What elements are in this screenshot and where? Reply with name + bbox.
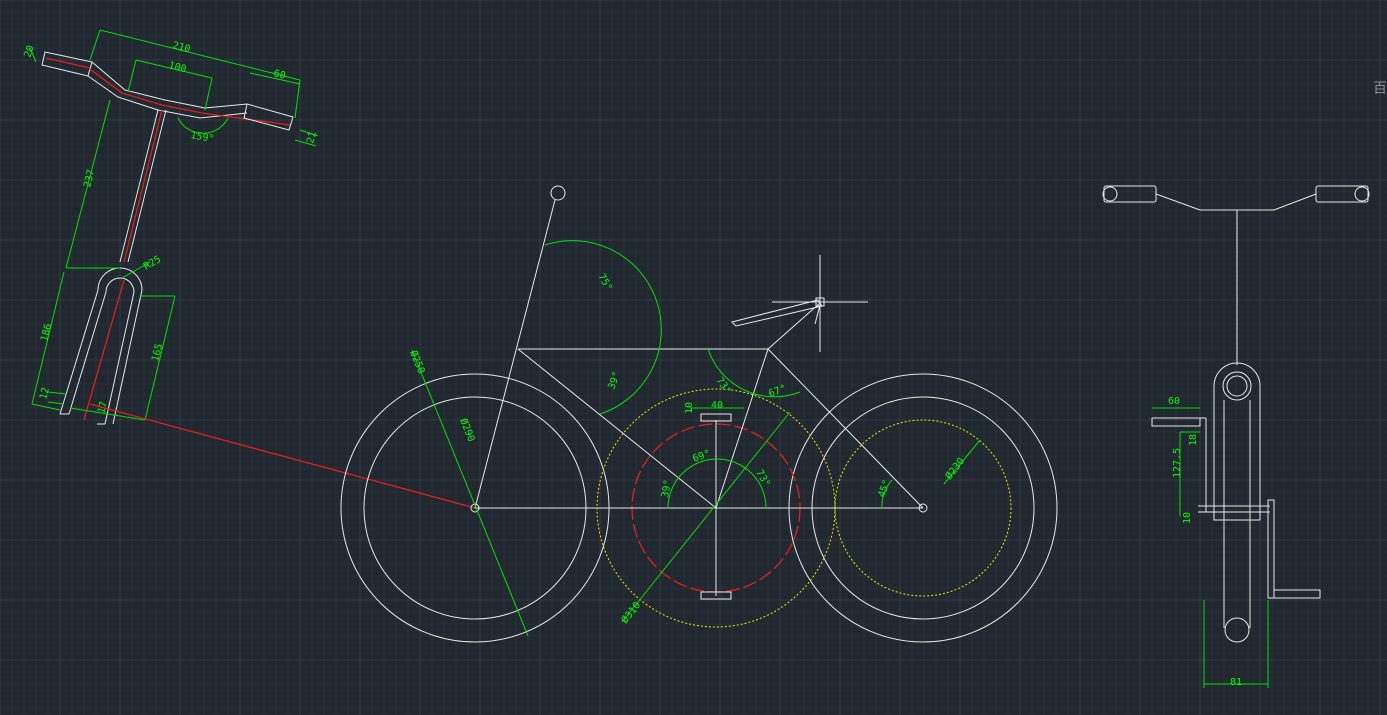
front-dim-18: 18	[1188, 434, 1199, 446]
front-dim-60: 60	[1168, 396, 1180, 407]
dim-237: 237	[82, 169, 97, 189]
dim-73-angle-top: 73°	[714, 375, 733, 396]
handlebar-fork-detail[interactable]: 210 100 60 20 21 159° 237 R25 186 165 12…	[22, 29, 319, 425]
cursor-pickbox	[815, 297, 825, 307]
dim-40: 40	[711, 400, 723, 411]
dim-r25: R25	[142, 254, 163, 273]
dim-d310: Ø310	[619, 599, 643, 625]
bicycle-front-view[interactable]: 60 18 127.5 10 81	[1102, 185, 1370, 688]
dim-39-angle-left: 39°	[660, 479, 674, 499]
viewcube-glyph[interactable]: 百	[1373, 81, 1387, 97]
dim-210: 210	[171, 40, 191, 55]
front-fork	[1213, 362, 1261, 521]
bicycle-side-view[interactable]: 75° 39° 73° 67° Ø250 Ø290 10 40 69° 39° …	[340, 185, 1058, 643]
front-dim-10: 10	[1182, 512, 1193, 524]
dim-75-angle: 75°	[595, 272, 614, 293]
front-right-pedal	[1273, 589, 1321, 599]
dim-159-angle: 159°	[189, 130, 215, 145]
dim-20: 20	[22, 44, 36, 59]
dim-39-angle-top: 39°	[606, 370, 623, 391]
dim-21: 21	[305, 130, 319, 144]
dim-45-angle: 45°	[876, 478, 893, 499]
right-grip	[243, 103, 294, 131]
dim-60: 60	[272, 68, 286, 82]
head-tube-top	[550, 185, 566, 201]
projection-line	[89, 403, 476, 509]
dim-69-angle: 69°	[691, 448, 712, 465]
bottom-pedal	[700, 591, 732, 600]
grip-centerline	[45, 57, 91, 69]
front-left-grip	[1103, 185, 1157, 203]
handlebar-upper	[91, 61, 248, 109]
top-pedal	[700, 413, 732, 422]
front-left-pedal	[1151, 417, 1201, 427]
dim-d290: Ø290	[457, 417, 477, 444]
dim-d250: Ø250	[407, 349, 427, 376]
dim-165: 165	[150, 343, 165, 363]
dim-100: 100	[167, 60, 187, 75]
front-right-grip	[1315, 185, 1369, 203]
front-dim-81: 81	[1230, 677, 1242, 688]
handlebar-centerline	[89, 68, 291, 126]
dim-12: 12	[38, 386, 52, 400]
dim-10: 10	[684, 402, 695, 414]
dim-186: 186	[39, 323, 54, 343]
front-dim-127: 127.5	[1172, 448, 1183, 478]
dim-67-angle: 67°	[767, 383, 788, 400]
